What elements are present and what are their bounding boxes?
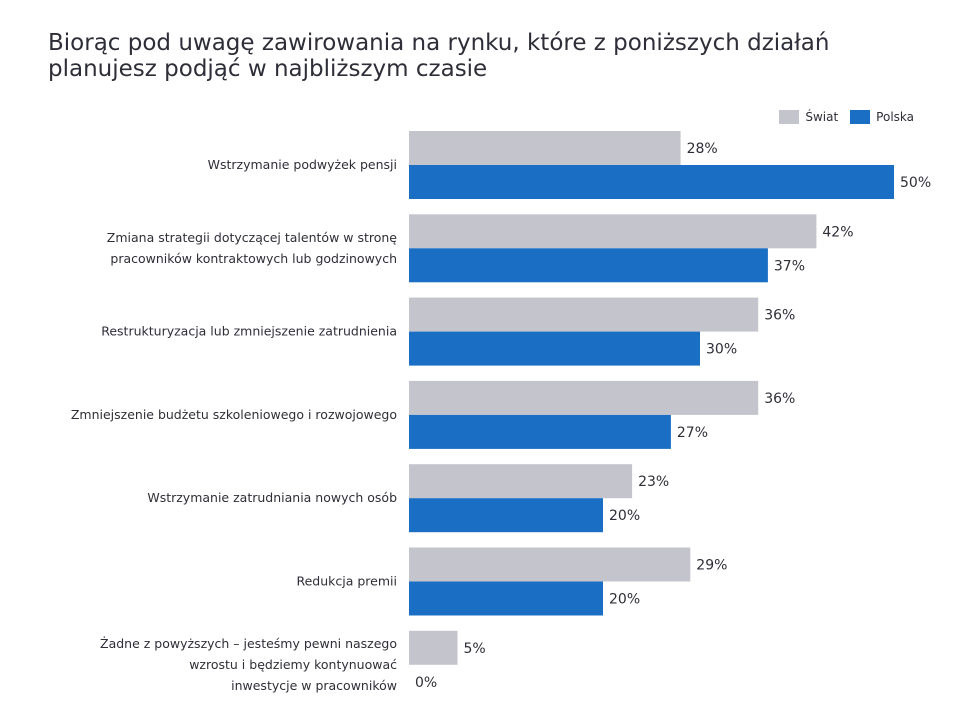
value-label-swiat: 29% xyxy=(696,558,727,574)
category-label: Restrukturyzacja lub zmniejszenie zatrud… xyxy=(101,324,397,339)
legend-swatch-polska xyxy=(850,110,871,124)
value-label-swiat: 23% xyxy=(638,474,669,490)
bar-polska xyxy=(409,498,603,533)
bar-group: 28% 50% Wstrzymanie podwyżek pensji xyxy=(208,131,931,199)
legend-item-polska: Polska xyxy=(850,110,914,124)
bar-swiat xyxy=(409,630,458,665)
bar-group: 29% 20% Redukcja premii xyxy=(296,547,727,616)
value-label-polska: 27% xyxy=(677,425,708,441)
bar-group: 42% 37% Zmiana strategii dotyczącej talent… xyxy=(107,214,854,283)
value-label-polska: 20% xyxy=(609,592,640,608)
bar-swiat xyxy=(409,464,633,499)
bar-group: 36% 30% Restrukturyzacja lub zmniejszenie … xyxy=(101,297,795,366)
bar-swiat xyxy=(409,131,681,165)
value-label-swiat: 28% xyxy=(687,141,718,157)
category-label: Zmiana strategii dotyczącej talentów w s… xyxy=(107,230,398,266)
legend-label-swiat: Świat xyxy=(805,110,839,124)
bar-swiat xyxy=(409,547,691,582)
value-label-swiat: 36% xyxy=(764,391,795,407)
value-label-polska: 37% xyxy=(774,258,805,274)
chart-legend: Świat Polska xyxy=(767,110,914,124)
chart-title-line-1: Biorąc pod uwagę zawirowania na rynku, k… xyxy=(48,30,830,56)
value-label-polska: 50% xyxy=(900,175,931,191)
category-label: Zmniejszenie budżetu szkoleniowego i roz… xyxy=(71,407,397,422)
category-label: Redukcja premii xyxy=(296,574,397,589)
bar-polska xyxy=(409,165,894,199)
bar-polska xyxy=(409,248,768,283)
bar-polska xyxy=(409,331,700,366)
bar-polska xyxy=(409,414,671,449)
category-label: Żadne z powyższych – jesteśmy pewni nasz… xyxy=(100,636,397,693)
value-label-polska: 0% xyxy=(415,675,437,691)
bar-swiat xyxy=(409,297,759,332)
value-label-swiat: 5% xyxy=(464,641,486,657)
legend-swatch-swiat xyxy=(779,110,800,124)
value-label-polska: 20% xyxy=(609,508,640,524)
bar-group: 36% 27% Zmniejszenie budżetu szkoleniowego… xyxy=(71,380,795,449)
value-label-swiat: 36% xyxy=(764,308,795,324)
bar-group: 23% 20% Wstrzymanie zatrudniania nowych os… xyxy=(147,464,669,533)
value-label-swiat: 42% xyxy=(822,224,853,240)
chart-title: Biorąc pod uwagę zawirowania na rynku, k… xyxy=(48,30,928,82)
value-label-polska: 30% xyxy=(706,342,737,358)
bar-swiat xyxy=(409,214,817,249)
legend-item-swiat: Świat xyxy=(779,110,838,124)
bar-swiat xyxy=(409,380,759,415)
category-label: Wstrzymanie podwyżek pensji xyxy=(208,157,397,172)
category-label: Wstrzymanie zatrudniania nowych osób xyxy=(147,490,397,505)
chart-title-line-2: planujesz podjąć w najbliższym czasie xyxy=(48,56,488,82)
bar-polska xyxy=(409,581,603,616)
bar-group: 5% 0% Żadne z powyższych – jesteśmy pewni … xyxy=(100,630,486,693)
legend-label-polska: Polska xyxy=(876,110,914,124)
